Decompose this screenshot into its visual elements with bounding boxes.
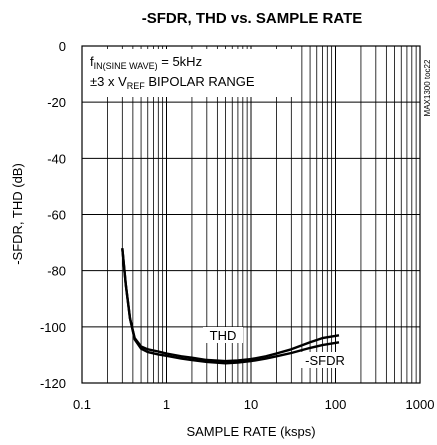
annotation-line-1-main: f — [90, 54, 94, 69]
plot-frame — [81, 45, 421, 384]
y-tick-label: -60 — [47, 208, 66, 223]
x-tick-label: 10 — [244, 397, 258, 412]
series-line-thd — [121, 248, 340, 363]
annotation-line-2: ±3 x VREF BIPOLAR RANGE — [90, 74, 255, 91]
annotation-line-2-main: ±3 x V — [90, 74, 127, 89]
series-label-sfdr: -SFDR — [305, 353, 345, 368]
annotation-box — [86, 49, 298, 97]
annotation-line-1: fIN(SINE WAVE) = 5kHz — [90, 54, 202, 71]
y-tick-labels: 0 -20 -40 -60 -80 -100 -120 — [40, 39, 66, 391]
major-grid — [82, 46, 420, 383]
x-tick-label: 1000 — [406, 397, 435, 412]
figure-code-backdrop — [421, 48, 433, 128]
series-layer — [121, 248, 340, 365]
series-label-thd: THD — [210, 328, 237, 343]
chart-title: -SFDR, THD vs. SAMPLE RATE — [142, 10, 363, 27]
x-tick-label: 100 — [325, 397, 347, 412]
x-tick-label: 0.1 — [73, 397, 91, 412]
y-tick-label: -20 — [47, 95, 66, 110]
annotation-line-2-rest: BIPOLAR RANGE — [145, 74, 255, 89]
y-tick-label: 0 — [59, 39, 66, 54]
x-tick-labels: 0.1 1 10 100 1000 — [73, 397, 435, 412]
y-tick-label: -80 — [47, 264, 66, 279]
sfdr-label-backdrop — [300, 352, 350, 368]
annotation-line-1-rest: = 5kHz — [158, 54, 202, 69]
annotation-line-1-sub: IN(SINE WAVE) — [94, 61, 158, 71]
x-axis-label: SAMPLE RATE (ksps) — [186, 424, 315, 439]
y-axis-label: -SFDR, THD (dB) — [10, 163, 25, 265]
thd-label-backdrop — [203, 327, 243, 343]
x-tick-label: 1 — [163, 397, 170, 412]
annotation-line-2-sub: REF — [127, 81, 146, 91]
series-line-sfdr — [121, 248, 340, 365]
y-tick-label: -100 — [40, 320, 66, 335]
y-tick-label: -120 — [40, 376, 66, 391]
y-tick-label: -40 — [47, 151, 66, 166]
figure-code: MAX1300 toc22 — [423, 59, 432, 116]
